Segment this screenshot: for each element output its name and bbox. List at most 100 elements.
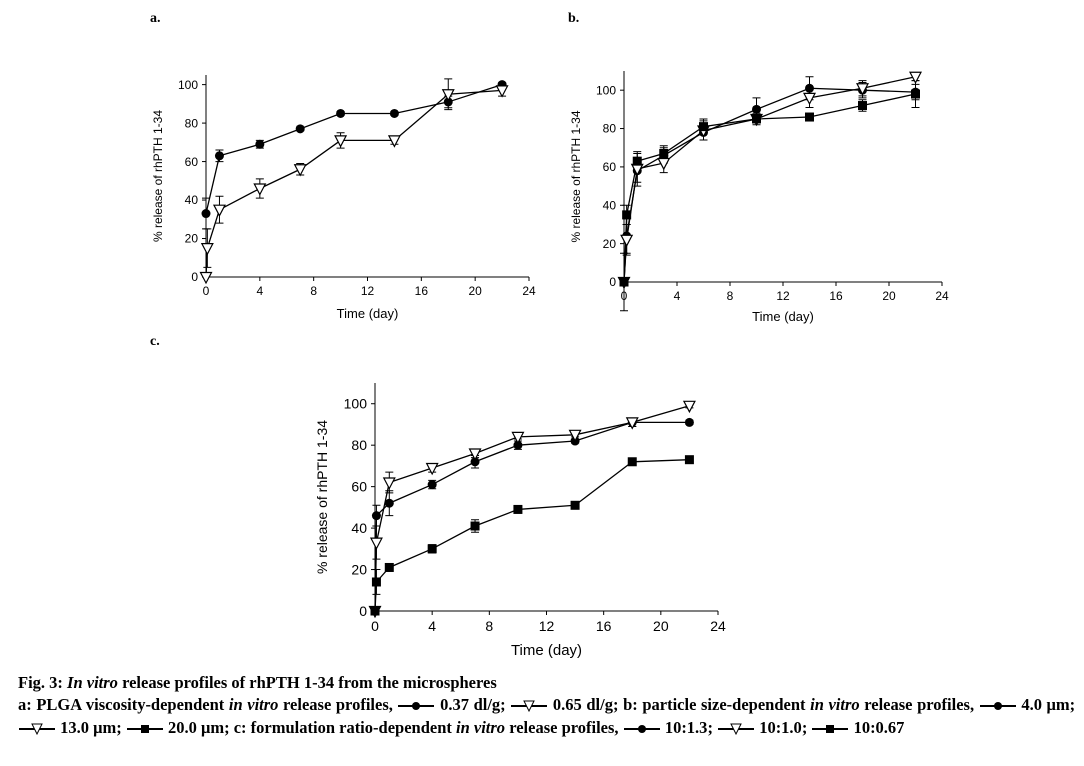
marker	[253, 183, 267, 196]
caption-text: in vitro	[456, 717, 506, 737]
x-axis-label: Time (day)	[337, 306, 399, 321]
marker	[371, 511, 381, 521]
marker	[568, 429, 582, 443]
x-tick-label: 0	[203, 284, 210, 298]
y-tick-label: 100	[344, 396, 368, 412]
y-axis-label: % release of rhPTH 1-34	[314, 420, 330, 574]
marker	[909, 71, 922, 85]
y-tick-label: 60	[185, 155, 199, 169]
series-line	[205, 89, 503, 278]
x-tick-label: 8	[727, 289, 734, 303]
x-tick-label: 4	[256, 284, 263, 298]
y-tick-label: 100	[178, 78, 198, 92]
marker	[443, 97, 453, 107]
x-tick-label: 24	[710, 618, 726, 634]
caption-text: ;	[801, 717, 808, 737]
marker	[441, 89, 455, 102]
marker	[427, 480, 437, 490]
y-tick-label: 20	[185, 232, 199, 246]
y-tick-label: 0	[609, 275, 616, 289]
marker	[212, 204, 226, 217]
legend-entry: 4.0 μm	[1021, 695, 1070, 714]
y-tick-label: 80	[603, 122, 617, 136]
caption-title: Fig. 3: In vitro release profiles of rhP…	[18, 672, 1075, 695]
marker	[470, 457, 480, 467]
x-tick-label: 20	[882, 289, 896, 303]
marker	[752, 114, 761, 124]
marker	[513, 440, 523, 450]
marker	[334, 135, 348, 148]
x-tick-label: 24	[935, 289, 949, 303]
y-tick-label: 0	[359, 603, 367, 619]
marker	[336, 108, 346, 118]
panel-label: b.	[568, 11, 579, 26]
caption-text: release profiles,	[283, 695, 393, 714]
marker	[199, 271, 213, 285]
marker	[255, 139, 265, 149]
caption-text: release profiles of rhPTH 1-34 from the …	[122, 673, 497, 692]
series-line	[623, 93, 916, 283]
legend-entry: 10:1.3	[664, 717, 708, 737]
y-tick-label: 80	[185, 116, 199, 130]
legend-entry: 10:1.0	[759, 717, 802, 737]
x-axis-label: Time (day)	[752, 309, 814, 324]
marker	[427, 544, 437, 554]
y-tick-label: 80	[351, 437, 367, 453]
caption-text: In vitro	[67, 673, 118, 692]
series-line	[205, 84, 503, 214]
legend-icon	[979, 702, 1016, 711]
legend-entry: 20.0 μm	[167, 717, 225, 737]
marker	[632, 156, 642, 166]
x-tick-label: 4	[428, 618, 436, 634]
legend-entry: 0.37 dl/g	[440, 695, 501, 714]
caption-text: in vitro	[228, 695, 279, 714]
legend-icon	[718, 723, 755, 735]
x-tick-label: 12	[776, 289, 790, 303]
marker	[684, 455, 694, 465]
legend-icon	[812, 724, 849, 733]
marker	[382, 477, 396, 490]
marker	[570, 500, 580, 510]
marker	[369, 537, 383, 550]
legend-icon	[511, 700, 548, 713]
marker	[201, 209, 211, 219]
y-tick-label: 20	[603, 237, 617, 251]
marker	[620, 234, 634, 248]
x-tick-label: 4	[674, 289, 681, 303]
y-tick-label: 40	[603, 198, 617, 212]
y-axis-label: % release of rhPTH 1-34	[569, 110, 583, 242]
x-tick-label: 20	[468, 284, 482, 298]
caption-text: ;	[707, 717, 713, 737]
caption-body: a: PLGA viscosity-dependent in vitro rel…	[18, 694, 1075, 739]
y-tick-label: 20	[351, 561, 367, 577]
marker	[384, 498, 394, 508]
x-tick-label: 16	[415, 284, 429, 298]
marker	[370, 606, 380, 616]
panel-label: a.	[150, 11, 161, 26]
y-axis-label: % release of rhPTH 1-34	[151, 110, 165, 242]
legend-icon	[126, 724, 163, 733]
marker	[805, 112, 814, 122]
x-tick-label: 12	[539, 618, 555, 634]
caption-text: ;	[224, 717, 230, 737]
x-tick-label: 8	[310, 284, 317, 298]
caption-text: release profiles,	[509, 717, 619, 737]
marker	[371, 577, 381, 587]
legend-entry: 13.0 μm	[60, 717, 117, 737]
caption-text: Fig. 3:	[18, 673, 63, 692]
marker	[622, 210, 632, 220]
marker	[682, 400, 696, 414]
marker	[803, 92, 816, 106]
caption-text: ;	[612, 695, 619, 714]
marker	[214, 151, 224, 161]
marker	[619, 277, 629, 287]
legend-icon	[398, 702, 435, 711]
x-tick-label: 16	[829, 289, 843, 303]
marker	[911, 89, 920, 99]
marker	[495, 85, 509, 98]
y-tick-label: 40	[351, 520, 367, 536]
marker	[699, 122, 708, 132]
marker	[293, 164, 307, 177]
